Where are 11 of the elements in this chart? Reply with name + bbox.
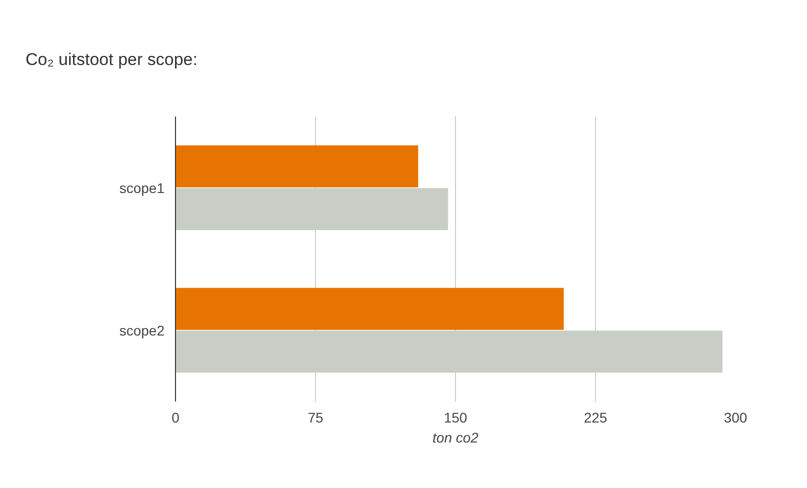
- x-axis-title: ton co2: [432, 430, 479, 446]
- bar: [176, 145, 418, 188]
- x-tick-label: 300: [724, 410, 748, 426]
- bar: [176, 288, 564, 330]
- y-tick-label: scope1: [119, 180, 165, 196]
- y-tick-label: scope2: [119, 322, 165, 338]
- x-tick-label: 75: [308, 410, 324, 426]
- x-tick-label: 150: [444, 410, 468, 426]
- x-tick-label: 0: [172, 410, 180, 426]
- x-tick-label: 225: [584, 410, 608, 426]
- chart-title: Co₂ uitstoot per scope:: [26, 50, 198, 69]
